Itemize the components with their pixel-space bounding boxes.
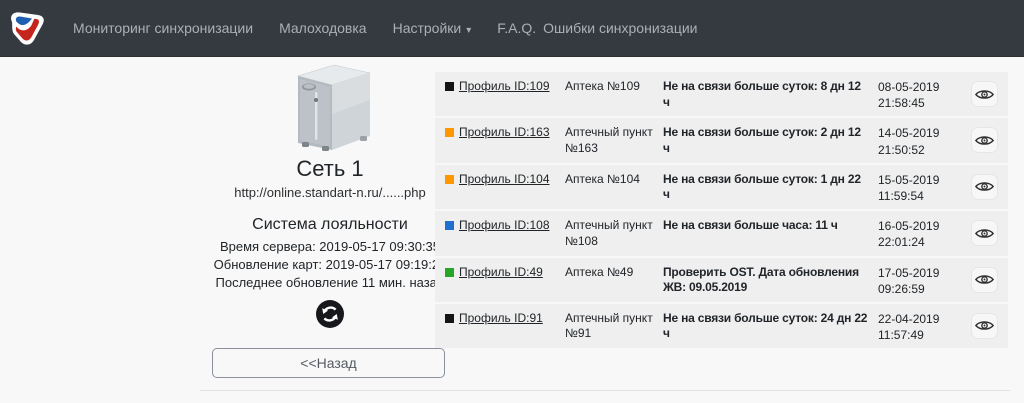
table-row: Профиль ID:109 Аптека №109 Не на связи б… [435,72,1008,117]
actions-cell [958,311,998,343]
table-row: Профиль ID:108 Аптечный пункт №108 Не на… [435,211,1008,256]
server-panel: Сеть 1 http://online.standart-n.ru/.....… [210,60,450,334]
eye-icon [975,275,994,284]
view-button[interactable] [971,81,998,107]
brand-logo[interactable] [6,7,46,49]
profile-link[interactable]: Профиль ID:49 [459,264,543,279]
actions-cell [958,79,998,111]
status-text: Не на связи больше суток: 1 дн 22 ч [663,171,861,202]
actions-cell [958,172,998,204]
view-button[interactable] [971,220,998,247]
nav-item-faq[interactable]: F.A.Q. [497,20,537,36]
time-value: 21:58:45 [878,96,925,111]
profile-cell: Профиль ID:108 [445,218,565,250]
profile-cell: Профиль ID:104 [445,172,565,204]
view-button[interactable] [971,173,998,200]
pharmacy-name: Аптека №49 [565,264,634,279]
brand-logo-icon [11,12,44,45]
nav-item-monitoring[interactable]: Мониторинг синхронизации [73,20,254,36]
eye-icon [975,89,994,99]
actions-cell [958,125,998,157]
pharmacy-name: Аптека №109 [565,79,640,93]
view-button[interactable] [971,312,998,339]
eye-icon [975,228,994,238]
bottom-divider [200,390,1010,391]
cards-update-time: Обновление карт: 2019-05-17 09:19:21 [213,257,447,272]
status-square-icon [445,313,454,323]
refresh-button[interactable] [315,299,345,329]
view-button[interactable] [971,127,998,154]
timestamp: 17-05-2019 09:26:59 [878,265,958,297]
timestamp: 15-05-2019 11:59:54 [878,172,958,204]
date-value: 14-05-2019 [878,126,940,141]
date-value: 22-04-2019 [878,311,940,326]
last-update: Последнее обновление 11 мин. назад [215,275,445,290]
date-value: 08-05-2019 [878,80,940,94]
server-url: http://online.standart-n.ru/......php [234,185,426,200]
status-square-icon [445,128,454,138]
time-value: 11:59:54 [878,188,924,203]
navbar: Мониторинг синхронизации Малоходовка Нас… [0,0,1024,57]
profiles-table: Профиль ID:109 Аптека №109 Не на связи б… [435,72,1008,350]
nav-item-malokhodovka[interactable]: Малоходовка [279,20,367,36]
profile-link[interactable]: Профиль ID:91 [459,310,543,325]
table-row: Профиль ID:91 Аптечный пункт №91 Не на с… [435,303,1008,349]
time-value: 21:50:52 [878,142,925,157]
status-square-icon [445,82,454,91]
date-value: 16-05-2019 [878,219,940,234]
profile-link[interactable]: Профиль ID:163 [459,125,550,140]
view-button[interactable] [971,266,998,293]
eye-icon [975,182,994,192]
server-time: Время сервера: 2019-05-17 09:30:35 [219,239,441,254]
status-text: Не на связи больше суток: 8 дн 12 ч [663,79,861,109]
status-text: Не на связи больше часа: 11 ч [663,218,838,233]
refresh-icon [316,300,344,328]
caret-down-icon: ▾ [466,25,472,36]
pharmacy-name: Аптечный пункт №91 [565,310,653,341]
status-text: Не на связи больше суток: 24 дн 22 ч [663,310,868,341]
status-square-icon [445,267,454,277]
table-row: Профиль ID:49 Аптека №49 Проверить OST. … [435,257,1008,302]
date-value: 15-05-2019 [878,172,940,187]
timestamp: 16-05-2019 22:01:24 [878,218,958,250]
nav-item-settings[interactable]: Настройки ▾ [392,20,472,36]
pharmacy-name: Аптечный пункт №108 [565,218,653,248]
profile-cell: Профиль ID:49 [445,265,565,297]
timestamp: 08-05-2019 21:58:45 [878,79,958,111]
system-name: Система лояльности [252,216,408,233]
date-value: 17-05-2019 [878,265,940,280]
eye-icon [975,136,994,145]
timestamp: 22-04-2019 11:57:49 [878,311,958,343]
profile-cell: Профиль ID:109 [445,79,565,111]
actions-cell [958,265,998,297]
pharmacy-name: Аптечный пункт №163 [565,125,653,155]
status-square-icon [445,174,454,184]
table-row: Профиль ID:104 Аптека №104 Не на связи б… [435,164,1008,210]
nav-item-sync-errors[interactable]: Ошибки синхронизации [543,20,698,36]
status-text: Проверить OST. Дата обновления ЖВ: 09.05… [663,264,859,295]
actions-cell [958,218,998,250]
time-value: 11:57:49 [878,328,924,343]
profile-cell: Профиль ID:163 [445,125,565,157]
pharmacy-name: Аптека №104 [565,171,640,186]
eye-icon [975,321,994,331]
time-value: 22:01:24 [878,235,925,250]
profile-link[interactable]: Профиль ID:108 [459,218,550,233]
status-square-icon [445,221,454,231]
profile-link[interactable]: Профиль ID:104 [459,171,550,186]
timestamp: 14-05-2019 21:50:52 [878,125,958,157]
server-tower-image [296,64,372,151]
profile-cell: Профиль ID:91 [445,311,565,343]
time-value: 09:26:59 [878,281,925,296]
status-text: Не на связи больше суток: 2 дн 12 ч [663,125,861,155]
network-title: Сеть 1 [296,156,364,181]
back-button[interactable]: <<Назад [212,348,445,378]
table-row: Профиль ID:163 Аптечный пункт №163 Не на… [435,118,1008,163]
profile-link[interactable]: Профиль ID:109 [459,79,550,93]
